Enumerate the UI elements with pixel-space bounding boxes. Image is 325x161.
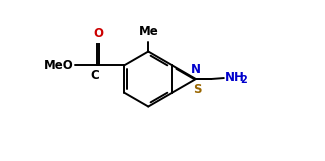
Text: O: O — [93, 27, 103, 40]
Text: NH: NH — [225, 71, 245, 84]
Text: MeO: MeO — [44, 59, 73, 72]
Text: C: C — [91, 69, 99, 82]
Text: N: N — [191, 63, 201, 76]
Text: S: S — [193, 83, 201, 96]
Text: Me: Me — [138, 25, 158, 38]
Text: 2: 2 — [240, 75, 247, 85]
